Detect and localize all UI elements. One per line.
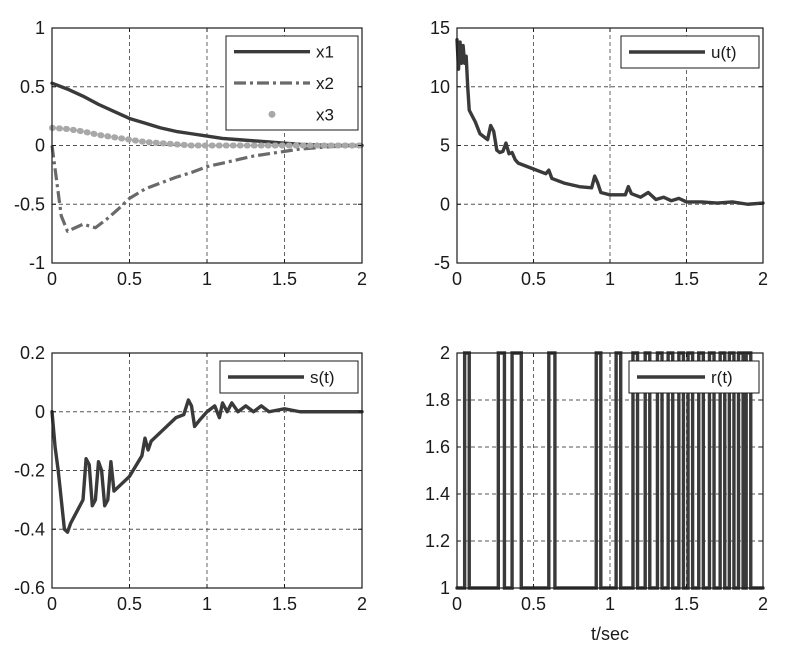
- legend-marker: [268, 110, 276, 118]
- y-tick-label: -5: [434, 253, 450, 273]
- y-tick-label: 15: [430, 18, 450, 38]
- x-tick-label: 1.5: [272, 269, 297, 289]
- series-line-ut: [455, 38, 765, 206]
- x-tick-label: 1: [202, 269, 212, 289]
- y-tick-label: 1.4: [425, 484, 450, 504]
- y-tick-label: 1: [440, 578, 450, 598]
- x-tick-label: 1: [202, 594, 212, 614]
- y-tick-label: 0: [440, 194, 450, 214]
- y-tick-label: -0.6: [14, 578, 45, 598]
- x-tick-label: 2: [357, 269, 367, 289]
- legend-label: u(t): [711, 43, 737, 62]
- y-tick-label: 1.8: [425, 390, 450, 410]
- y-tick-label: -1: [29, 253, 45, 273]
- y-tick-label: 0.2: [20, 343, 45, 363]
- x-tick-label: 1: [605, 269, 615, 289]
- x-tick-label: 0.5: [521, 269, 546, 289]
- panel-x-states: 0 0.5 1 1.5 2 -1 -0.5 0 0.5 1 x1 x2 x3: [14, 18, 367, 289]
- legend-label: s(t): [310, 368, 335, 387]
- series-line-x2: [50, 143, 363, 233]
- y-tick-label: 1: [35, 18, 45, 38]
- panel-r: 0 0.5 1 1.5 2 1 1.2 1.4 1.6 1.8 2 r(t): [425, 343, 768, 614]
- x-tick-label: 1.5: [674, 594, 699, 614]
- x-tick-label: 1.5: [674, 269, 699, 289]
- x-tick-label: 0.5: [117, 594, 142, 614]
- y-tick-label: 2: [440, 343, 450, 363]
- y-tick-label: 0: [35, 402, 45, 422]
- legend-label: x2: [316, 74, 334, 93]
- x-tick-label: 0: [452, 594, 462, 614]
- x-tick-label: 0.5: [521, 594, 546, 614]
- y-tick-label: 0.5: [20, 77, 45, 97]
- x-tick-label: 2: [758, 269, 768, 289]
- legend-label: x3: [316, 105, 334, 124]
- x-tick-label: 0.5: [117, 269, 142, 289]
- y-tick-label: -0.5: [14, 194, 45, 214]
- series-line-st: [50, 398, 364, 534]
- series-line-x3: [49, 124, 365, 149]
- y-tick-label: 10: [430, 77, 450, 97]
- x-tick-label: 0: [47, 269, 57, 289]
- y-tick-label: 5: [440, 136, 450, 156]
- x-axis-label: t/sec: [591, 624, 629, 644]
- panel-s: 0 0.5 1 1.5 2 -0.6 -0.4 -0.2 0 0.2 s(t): [14, 343, 367, 614]
- x-tick-label: 0: [47, 594, 57, 614]
- y-tick-label: -0.2: [14, 461, 45, 481]
- y-tick-label: 1.6: [425, 437, 450, 457]
- x-tick-label: 2: [758, 594, 768, 614]
- y-tick-label: -0.4: [14, 519, 45, 539]
- x-tick-label: 1: [605, 594, 615, 614]
- y-tick-label: 0: [35, 136, 45, 156]
- legend-label: x1: [316, 43, 334, 62]
- x-tick-label: 2: [357, 594, 367, 614]
- y-tick-label: 1.2: [425, 531, 450, 551]
- legend-label: r(t): [711, 368, 733, 387]
- x-tick-label: 0: [452, 269, 462, 289]
- x-tick-label: 1.5: [272, 594, 297, 614]
